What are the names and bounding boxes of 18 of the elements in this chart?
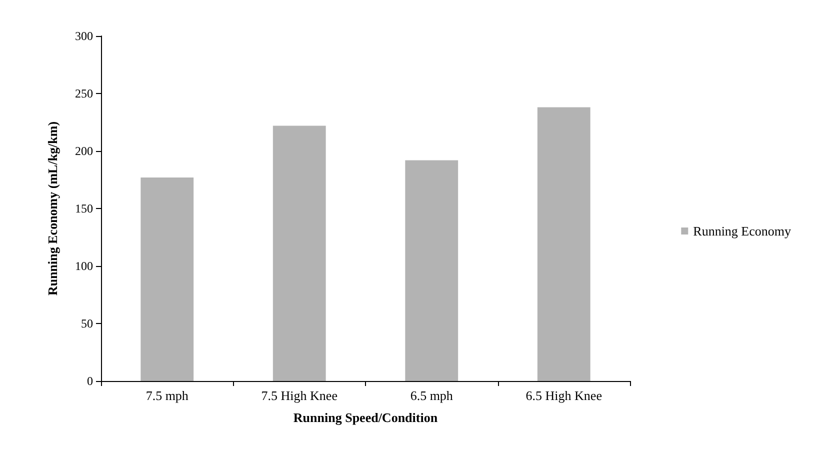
y-tick-label: 300	[75, 29, 93, 43]
x-tick-label: 7.5 mph	[146, 388, 189, 403]
bar	[405, 160, 458, 381]
bar	[140, 177, 194, 381]
bar	[537, 107, 590, 381]
x-axis-title: Running Speed/Condition	[293, 410, 438, 425]
x-tick-label: 6.5 mph	[410, 388, 454, 403]
legend-label: Running Economy	[693, 224, 792, 238]
y-tick-label: 0	[87, 374, 93, 388]
y-axis-title: Running Economy (mL/kg/km)	[45, 121, 60, 296]
x-tick-label: 6.5 High Knee	[526, 388, 602, 403]
y-tick-label: 100	[75, 259, 93, 273]
bar	[272, 126, 326, 381]
y-tick-label: 150	[75, 202, 93, 216]
y-tick-label: 200	[75, 144, 93, 158]
y-tick-label: 250	[75, 86, 93, 100]
x-tick-label: 7.5 High Knee	[261, 388, 338, 403]
y-tick-label: 50	[81, 316, 93, 330]
